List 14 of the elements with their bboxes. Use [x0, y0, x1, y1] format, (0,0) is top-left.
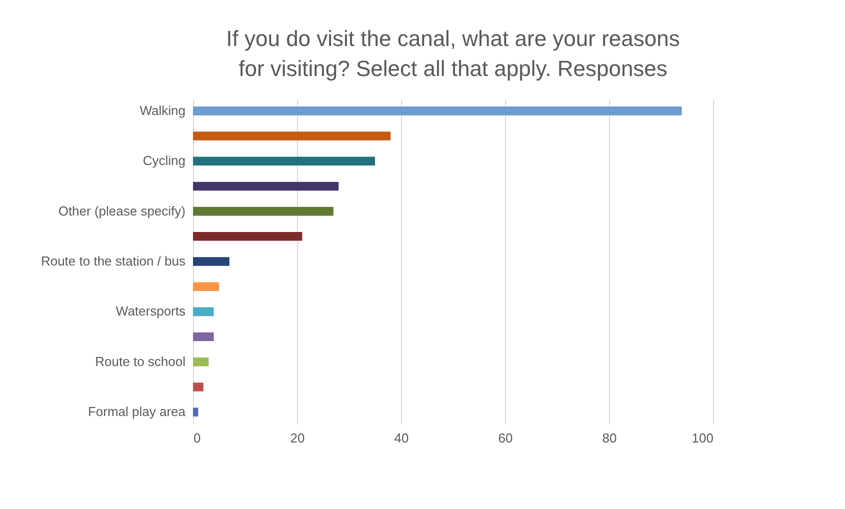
y-tick-label: Cycling [142, 153, 186, 168]
x-tick-label: 100 [692, 430, 714, 446]
chart-title: If you do visit the canal, what are your reasons for visiting? Select all that apply. Responses [226, 26, 680, 81]
x-tick-label: 80 [602, 430, 617, 446]
x-tick-label: 60 [498, 430, 513, 446]
y-tick-label: Watersports [116, 304, 186, 319]
x-tick-label: 40 [394, 430, 409, 446]
x-tick-label: 0 [194, 430, 201, 446]
y-tick-label: Route to school [95, 354, 186, 369]
x-tick-label: 20 [290, 430, 305, 446]
y-tick-label: Walking [140, 102, 186, 118]
y-tick-label: Formal play area [88, 404, 186, 420]
y-tick-label: Route to the station / bus [40, 254, 186, 268]
y-tick-label: Other (please specify) [58, 203, 186, 218]
